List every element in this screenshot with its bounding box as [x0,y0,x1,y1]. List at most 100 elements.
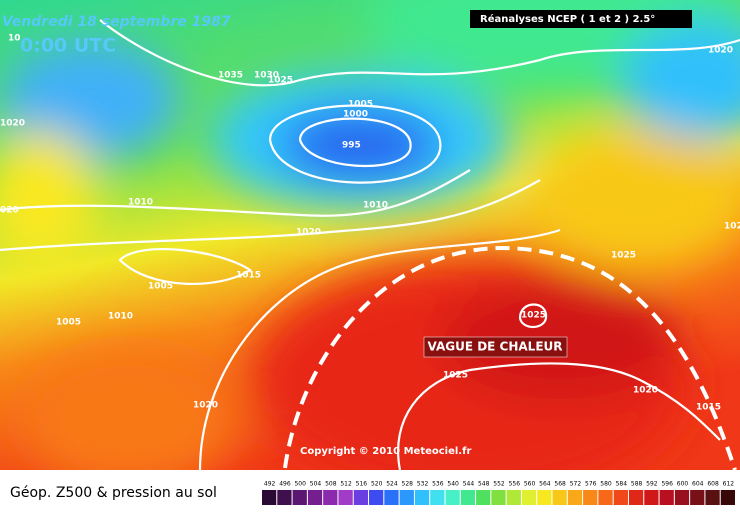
scale-swatch [567,490,583,505]
scale-label: 524 [386,481,398,488]
scale-label: 520 [371,481,383,488]
scale-label: 600 [677,481,689,488]
scale-swatch [323,490,338,505]
isobar-label: 1010 [108,312,133,322]
scale-swatch [338,490,353,505]
annotation-box [423,336,568,358]
isobar-label: 1025 [268,76,293,86]
isobar-label: 1005 [348,100,373,110]
scale-label: 508 [325,481,337,488]
scale-swatch [430,490,445,505]
scale-label: 580 [600,481,612,488]
scale-label: 588 [631,481,643,488]
scale-label: 612 [723,481,735,488]
scale-label: 544 [463,481,475,488]
scale-swatch [384,490,399,505]
scale-swatch [353,490,369,505]
scale-label: 608 [707,481,719,488]
scale-label: 540 [447,481,459,488]
scale-swatch [491,490,506,505]
map-date: Vendredi 18 septembre 1987 [2,14,231,30]
scale-swatch [521,490,537,505]
scale-swatch [583,490,598,505]
isobar-label: 1020 [296,228,321,238]
scale-label: 532 [417,481,429,488]
map-time: 0:00 UTC [20,35,116,57]
isobar-label: 1035 [218,71,243,81]
isobar-label: 020 [0,206,19,216]
scale-swatch [277,490,292,505]
isobar-label: 1020 [708,46,733,56]
scale-label: 516 [356,481,368,488]
isobar [118,247,252,286]
scale-swatch [476,490,491,505]
scale-label: 584 [616,481,628,488]
scale-swatch [460,490,476,505]
scale-swatch [690,490,705,505]
scale-label: 492 [264,481,276,488]
scale-swatch [369,490,384,505]
scale-swatch [720,490,735,505]
scale-label: 528 [402,481,414,488]
scale-swatch [598,490,613,505]
scale-label: 504 [310,481,322,488]
footer-title: Géop. Z500 & pression au sol [10,485,217,501]
scale-label: 512 [340,481,352,488]
heat-wave-arc [283,245,737,471]
isobar [397,362,721,471]
scale-label: 568 [554,481,566,488]
isobar-label: 1025 [443,371,468,381]
source: Réanalyses NCEP ( 1 et 2 ) 2.5° [480,13,655,25]
scale-label: 552 [493,481,505,488]
scale-label: 496 [279,481,291,488]
isobar-label: 1020 [193,401,218,411]
scale-label: 556 [509,481,521,488]
isobar-label: 1015 [236,271,261,281]
isobar [0,179,541,252]
scale-label: 592 [646,481,658,488]
scale-label: 576 [585,481,597,488]
scale-label: 596 [661,481,673,488]
scale-label: 548 [478,481,490,488]
scale-swatch [262,490,277,505]
isobar [99,19,740,87]
scale-swatch [613,490,628,505]
isobar-label: 1005 [56,318,81,328]
isobar-label: 1020 [633,386,658,396]
isobar-label: 1005 [148,282,173,292]
isobar-label: 1020 [0,119,25,129]
annotation: VAGUE DE CHALEUR [427,340,562,354]
scale-swatch [705,490,720,505]
isobar-label: 102 [724,222,740,232]
scale-label: 500 [294,481,306,488]
isobar-label: 1025 [521,311,546,321]
isobar-label: 1010 [128,198,153,208]
copyright: Copyright © 2010 Meteociel.fr [300,446,471,457]
scale-swatch [552,490,567,505]
isobar-label: 1015 [696,403,721,413]
scale-swatch [628,490,644,505]
scale-swatch [399,490,414,505]
isobar-label: 10 [8,34,21,44]
scale-swatch [659,490,674,505]
scale-swatch [292,490,307,505]
isobar [298,117,412,168]
isobar [518,303,548,329]
isobar-label: 995 [342,141,361,151]
scale-swatch [445,490,460,505]
map [0,0,740,500]
scale-label: 572 [570,481,582,488]
isobar-label: 1025 [611,251,636,261]
scale-label: 560 [524,481,536,488]
isobar-label: 1010 [363,201,388,211]
scale-label: 604 [692,481,704,488]
scale-swatch [414,490,430,505]
scale-swatch [537,490,552,505]
source-box [470,10,692,28]
isobar [198,228,561,471]
isobar-label: 1030 [254,71,279,81]
scale-label: 564 [539,481,551,488]
scale-swatch [506,490,521,505]
